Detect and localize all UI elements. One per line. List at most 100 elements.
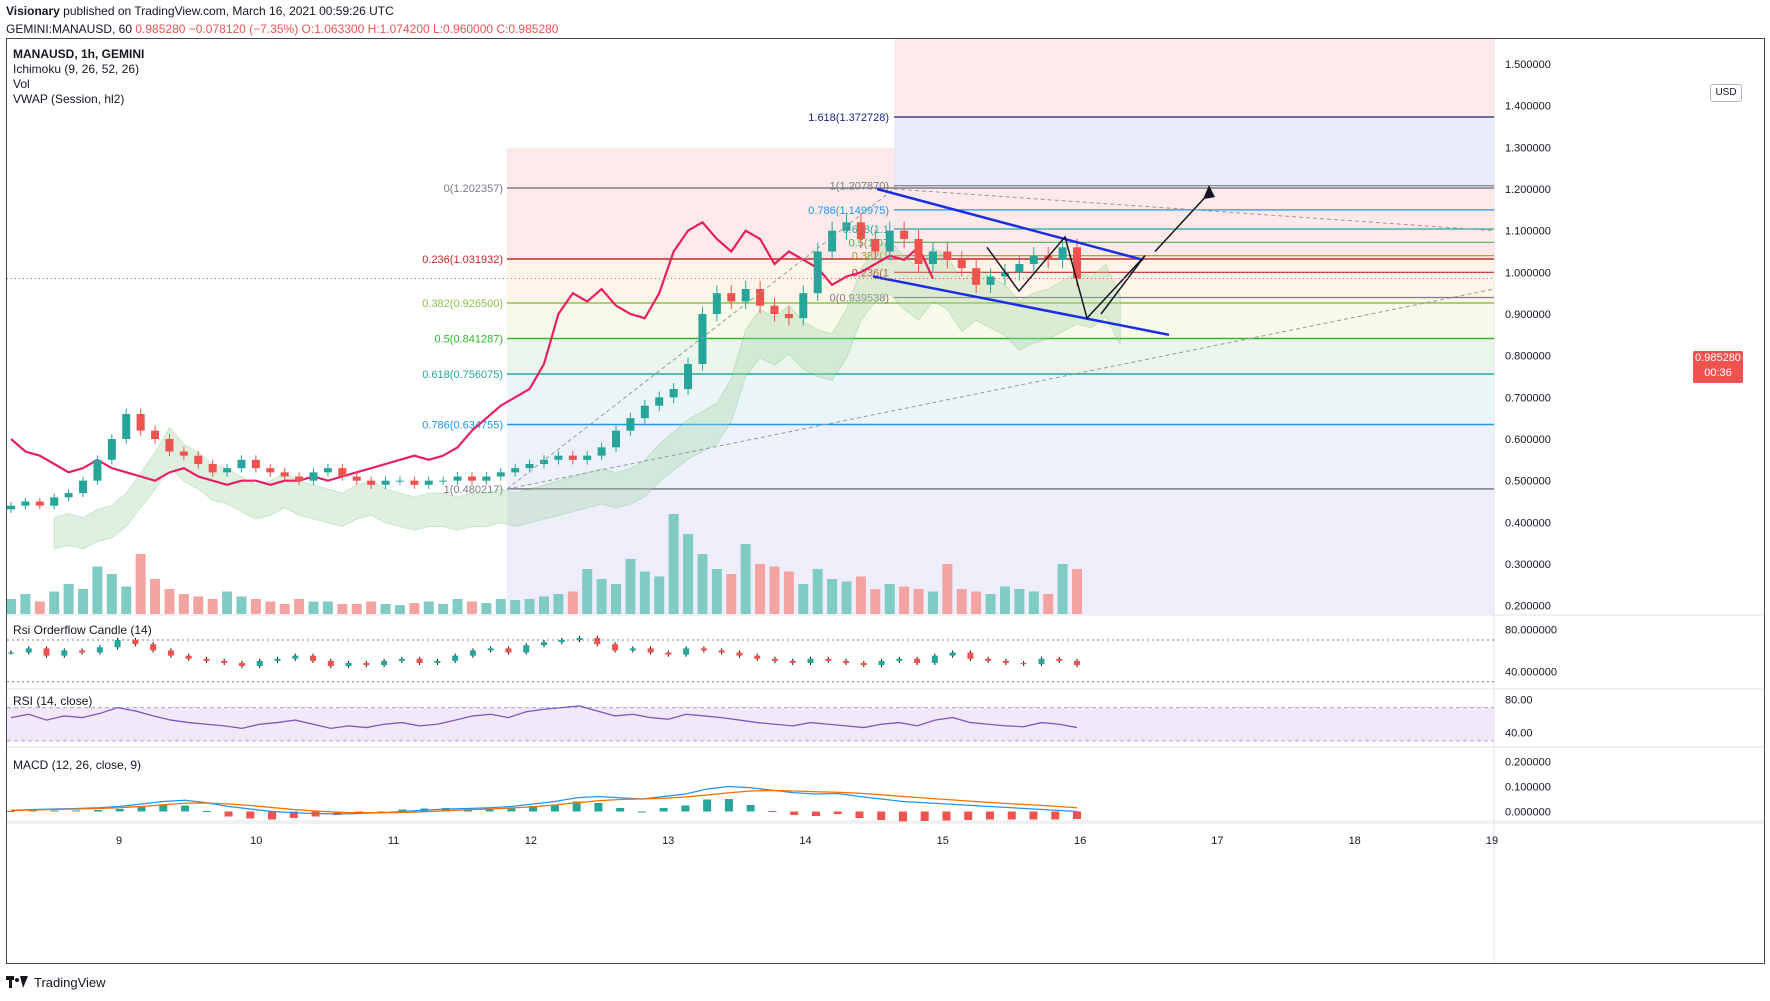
volume-bar bbox=[466, 601, 477, 614]
candle-body bbox=[842, 222, 851, 231]
macd-histogram-bar bbox=[94, 810, 103, 812]
macd-histogram-bar bbox=[920, 811, 929, 821]
rof-candle bbox=[61, 650, 68, 656]
macd-histogram-bar bbox=[224, 811, 233, 817]
fib-level-label: 0.5(0.841287) bbox=[435, 333, 504, 345]
volume-bar bbox=[870, 589, 881, 614]
macd-histogram-bar bbox=[1073, 811, 1081, 819]
candle-body bbox=[1029, 255, 1038, 264]
volume-bar bbox=[740, 544, 751, 614]
candle-body bbox=[439, 480, 448, 482]
fib-zone bbox=[507, 424, 1494, 489]
chart-frame[interactable]: 0(1.202357) 0.236(1.031932) 0.382(0.926500… bbox=[6, 38, 1765, 964]
currency-badge[interactable]: USD bbox=[1710, 84, 1742, 102]
fib-zone bbox=[507, 148, 897, 189]
volume-bar bbox=[34, 601, 45, 614]
rof-candle bbox=[594, 637, 601, 645]
macd-histogram-bar bbox=[550, 804, 559, 812]
publisher-name[interactable]: Visionary bbox=[6, 4, 60, 18]
candle-body bbox=[568, 455, 577, 460]
footer: TradingView bbox=[6, 975, 106, 990]
volume-bar bbox=[510, 600, 521, 614]
volume-bar bbox=[265, 601, 276, 614]
volume-bar bbox=[1057, 564, 1068, 614]
candle-body bbox=[136, 414, 145, 431]
candle-body bbox=[871, 239, 880, 252]
macd-histogram-bar bbox=[7, 811, 15, 812]
rof-candle bbox=[1056, 658, 1063, 661]
macd-histogram-bar bbox=[50, 810, 59, 812]
candle-body bbox=[885, 230, 894, 252]
macd-histogram-bar bbox=[181, 805, 190, 812]
rof-candle bbox=[1074, 660, 1080, 666]
rof-candle bbox=[896, 658, 903, 661]
macd-histogram-bar bbox=[529, 806, 538, 812]
volume-bar bbox=[452, 599, 463, 614]
rof-candle bbox=[274, 658, 281, 661]
rof-candle bbox=[238, 662, 245, 667]
rsi-band-fill bbox=[7, 707, 1494, 741]
volume-bar bbox=[409, 603, 420, 614]
legend-vwap[interactable]: VWAP (Session, hl2) bbox=[13, 92, 125, 106]
macd-histogram-bar bbox=[268, 811, 277, 820]
volume-bar bbox=[726, 574, 737, 614]
candle-body bbox=[453, 476, 462, 481]
volume-bar bbox=[150, 579, 161, 614]
volume-bar bbox=[236, 596, 247, 614]
rof-candle bbox=[771, 658, 778, 661]
volume-bar bbox=[481, 603, 492, 614]
rof-candle bbox=[931, 655, 938, 663]
rof-candle bbox=[434, 660, 441, 663]
candle-body bbox=[943, 251, 952, 260]
tradingview-brand[interactable]: TradingView bbox=[34, 975, 106, 990]
rof-candle bbox=[25, 648, 32, 653]
volume-bar bbox=[193, 596, 204, 614]
volume-bar bbox=[20, 594, 31, 614]
tradingview-logo-icon[interactable] bbox=[6, 975, 28, 990]
volume-bar bbox=[611, 584, 622, 614]
chart-canvas[interactable]: 0(1.202357) 0.236(1.031932) 0.382(0.926500… bbox=[7, 39, 1764, 963]
candle-body bbox=[1073, 247, 1081, 279]
volume-bar bbox=[7, 599, 16, 614]
rof-candle bbox=[114, 639, 121, 648]
macd-histogram-bar bbox=[289, 811, 298, 818]
legend-vol[interactable]: Vol bbox=[13, 77, 30, 91]
volume-bar bbox=[135, 554, 146, 614]
time-axis-tick: 12 bbox=[525, 835, 537, 847]
rof-candle bbox=[167, 650, 174, 656]
candle-body bbox=[237, 459, 246, 469]
macd-axis-tick: 0.200000 bbox=[1505, 757, 1551, 769]
volume-bar bbox=[927, 591, 938, 614]
legend-rsi[interactable]: RSI (14, close) bbox=[13, 694, 93, 708]
candle-body bbox=[900, 230, 909, 239]
candle-body bbox=[655, 397, 664, 406]
legend-title[interactable]: MANAUSD, 1h, GEMINI bbox=[13, 47, 145, 61]
legend-ichimoku[interactable]: Ichimoku (9, 26, 52, 26) bbox=[13, 62, 140, 76]
price-axis-tick: 0.900000 bbox=[1505, 309, 1551, 321]
candle-body bbox=[323, 468, 332, 473]
volume-bar bbox=[942, 564, 953, 614]
macd-histogram-bar bbox=[855, 811, 864, 818]
macd-histogram-bar bbox=[724, 799, 733, 812]
macd-histogram-bar bbox=[1051, 811, 1060, 820]
legend-macd[interactable]: MACD (12, 26, close, 9) bbox=[13, 758, 142, 772]
price-axis-tick: 0.600000 bbox=[1505, 434, 1551, 446]
volume-bar bbox=[1028, 591, 1039, 614]
volume-bar bbox=[855, 576, 866, 614]
macd-histogram-bar bbox=[28, 810, 37, 812]
macd-axis-tick: 0.100000 bbox=[1505, 782, 1551, 794]
rof-candle bbox=[327, 660, 334, 667]
rof-candle bbox=[860, 662, 867, 666]
price-axis-tick: 0.400000 bbox=[1505, 517, 1551, 529]
legend-rsi-orderflow[interactable]: Rsi Orderflow Candle (14) bbox=[13, 623, 152, 637]
candle-body bbox=[626, 418, 635, 431]
rof-candle bbox=[985, 658, 992, 661]
projection-arrow bbox=[1154, 192, 1210, 253]
macd-histogram-bar bbox=[898, 811, 907, 822]
rof-candle bbox=[700, 648, 707, 651]
time-axis-tick: 18 bbox=[1349, 835, 1361, 847]
macd-histogram-bar bbox=[485, 809, 494, 812]
rof-candle bbox=[150, 644, 157, 651]
candle-body bbox=[813, 251, 822, 294]
macd-histogram-bar bbox=[833, 811, 842, 814]
